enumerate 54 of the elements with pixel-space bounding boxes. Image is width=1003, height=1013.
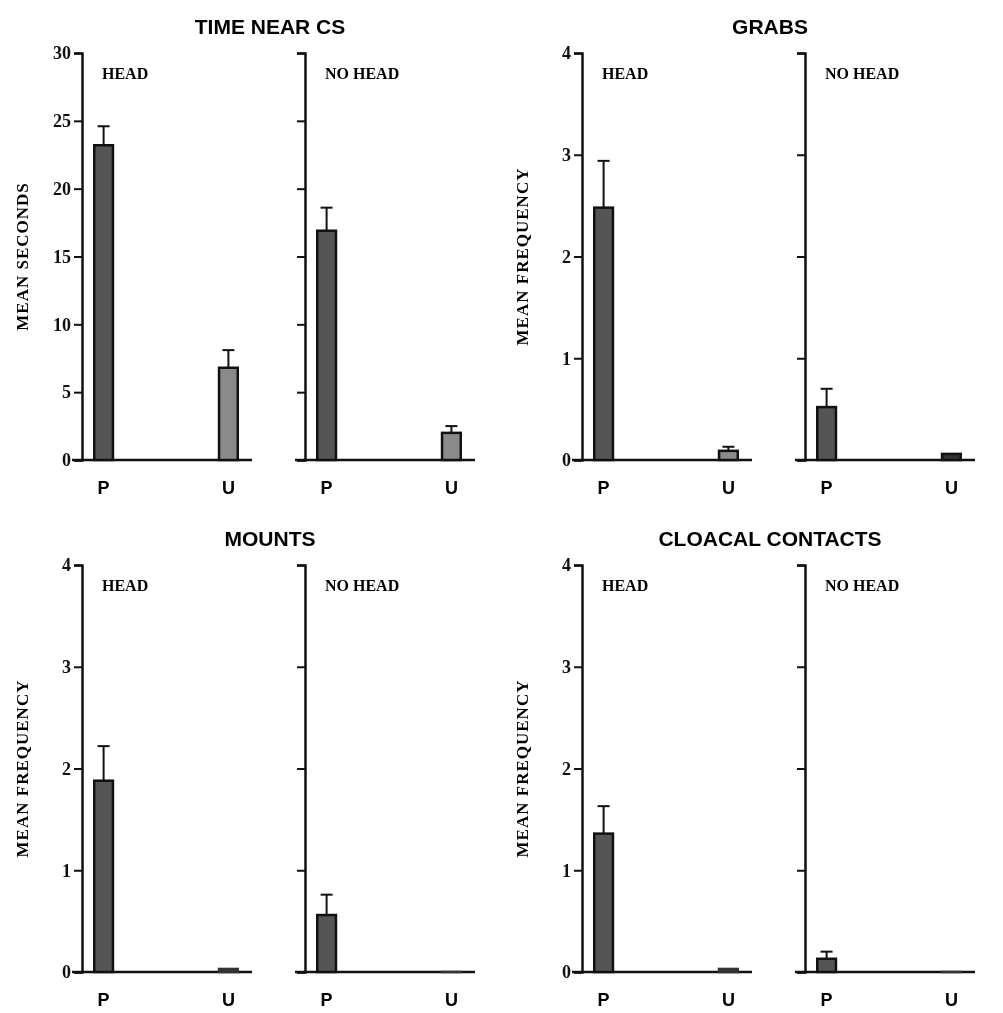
y-axis-title: MEAN SECONDS: [13, 182, 32, 331]
y-tick-label: 15: [53, 246, 71, 267]
y-tick-label: 3: [562, 657, 571, 678]
annotation: HEAD: [102, 577, 149, 594]
x-tick-label: U: [444, 478, 458, 498]
y-tick-label: 0: [62, 962, 71, 983]
y-tick-label: 3: [562, 145, 571, 166]
y-tick-label: 2: [562, 758, 571, 779]
annotation: HEAD: [102, 65, 149, 82]
y-tick-label: 1: [62, 860, 71, 881]
x-tick-label: P: [597, 990, 610, 1010]
y-tick-label: 30: [53, 43, 71, 64]
y-tick-label: 2: [562, 246, 571, 267]
x-tick-label: U: [721, 990, 735, 1010]
annotation: HEAD: [602, 65, 649, 82]
y-tick-label: 1: [562, 860, 571, 881]
x-tick-label: P: [820, 478, 833, 498]
y-tick-label: 1: [562, 348, 571, 369]
annotation: NO HEAD: [825, 65, 900, 82]
x-tick-label: U: [944, 478, 958, 498]
chart-title: MOUNTS: [224, 527, 316, 550]
y-tick-label: 4: [62, 555, 71, 576]
y-tick-label: 10: [53, 314, 71, 335]
x-tick-label: P: [320, 478, 333, 498]
x-tick-label: P: [820, 990, 833, 1010]
y-tick-label: 2: [62, 758, 71, 779]
y-tick-label: 20: [53, 178, 71, 199]
y-axis-title: MEAN FREQUENCY: [13, 679, 32, 858]
y-tick-label: 0: [562, 962, 571, 983]
annotation: NO HEAD: [825, 577, 900, 594]
x-tick-label: P: [597, 478, 610, 498]
chart-title: TIME NEAR CS: [194, 15, 346, 38]
x-tick-label: U: [944, 990, 958, 1010]
chart-title: CLOACAL CONTACTS: [658, 527, 882, 550]
y-tick-label: 0: [562, 450, 571, 471]
y-axis-title: MEAN FREQUENCY: [513, 679, 532, 858]
annotation: NO HEAD: [325, 65, 400, 82]
y-tick-label: 4: [562, 43, 571, 64]
x-tick-label: P: [320, 990, 333, 1010]
y-tick-label: 25: [53, 111, 71, 132]
annotation: HEAD: [602, 577, 649, 594]
x-tick-label: P: [97, 990, 110, 1010]
y-tick-label: 5: [62, 382, 71, 403]
x-tick-label: U: [721, 478, 735, 498]
x-tick-label: U: [221, 478, 235, 498]
x-tick-label: P: [97, 478, 110, 498]
chart-title: GRABS: [732, 15, 808, 38]
y-tick-label: 0: [62, 450, 71, 471]
y-tick-label: 3: [62, 657, 71, 678]
x-tick-label: U: [221, 990, 235, 1010]
annotation: NO HEAD: [325, 577, 400, 594]
y-tick-label: 4: [562, 555, 571, 576]
y-axis-title: MEAN FREQUENCY: [513, 167, 532, 346]
x-tick-label: U: [444, 990, 458, 1010]
